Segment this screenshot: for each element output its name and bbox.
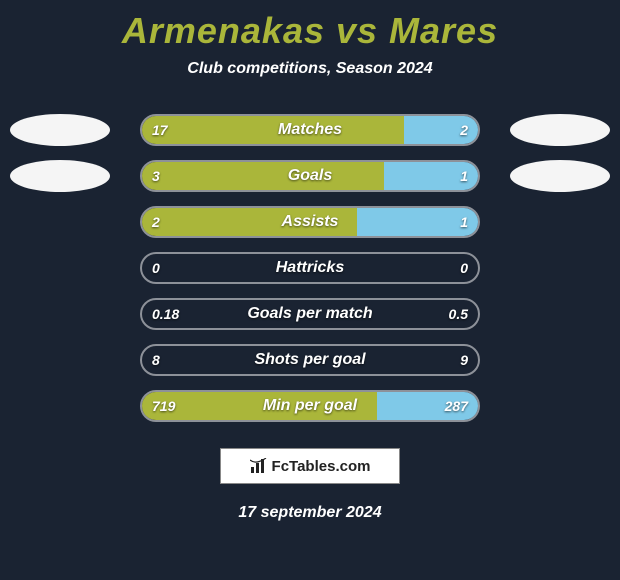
player-left-avatar [10,114,110,146]
player-right-avatar [510,160,610,192]
brand-text: FcTables.com [272,458,371,475]
stat-row: 31Goals [0,154,620,200]
brand-badge[interactable]: FcTables.com [220,448,400,484]
subtitle: Club competitions, Season 2024 [0,60,620,78]
stat-bar: 89Shots per goal [140,344,480,376]
player-left-avatar [10,160,110,192]
stat-row: 00Hattricks [0,246,620,292]
player-right-avatar [510,114,610,146]
stat-rows: 172Matches 31Goals 21Assists 00Hattricks 0.1… [0,108,620,430]
stat-bar: 31Goals [140,160,480,192]
stat-label: Goals per match [142,300,478,328]
comparison-card: Armenakas vs Mares Club competitions, Se… [0,0,620,580]
date-text: 17 september 2024 [0,504,620,522]
stat-bar: 0.180.5Goals per match [140,298,480,330]
stat-label: Matches [142,116,478,144]
stat-label: Hattricks [142,254,478,282]
stat-bar: 172Matches [140,114,480,146]
stat-row: 172Matches [0,108,620,154]
stat-row: 21Assists [0,200,620,246]
stat-label: Min per goal [142,392,478,420]
stat-row: 0.180.5Goals per match [0,292,620,338]
stat-label: Goals [142,162,478,190]
stat-bar: 719287Min per goal [140,390,480,422]
page-title: Armenakas vs Mares [0,10,620,52]
stat-label: Shots per goal [142,346,478,374]
stat-label: Assists [142,208,478,236]
stat-bar: 21Assists [140,206,480,238]
stat-bar: 00Hattricks [140,252,480,284]
stat-row: 89Shots per goal [0,338,620,384]
bar-chart-icon [250,458,268,474]
stat-row: 719287Min per goal [0,384,620,430]
